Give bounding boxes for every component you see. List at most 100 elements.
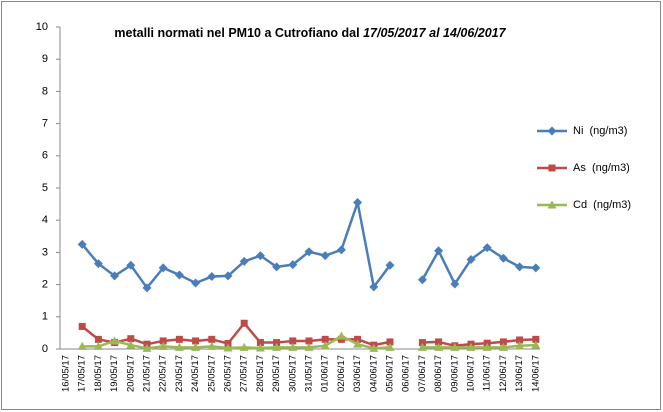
data-point <box>515 341 525 350</box>
data-point <box>255 251 265 261</box>
data-point <box>272 342 282 351</box>
data-point <box>159 337 167 345</box>
x-tick-label: 28/05/17 <box>255 355 266 392</box>
data-point <box>498 253 508 263</box>
data-point <box>224 340 232 348</box>
data-point <box>417 342 427 351</box>
data-point <box>482 342 492 351</box>
data-point <box>126 260 136 270</box>
chart-title: metalli normati nel PM10 a Cutrofiano da… <box>114 26 506 40</box>
data-point <box>353 339 363 348</box>
x-tick-label: 24/05/17 <box>190 355 201 392</box>
data-point <box>77 341 87 350</box>
data-point <box>434 246 444 256</box>
data-point <box>354 335 362 343</box>
data-point <box>174 270 184 280</box>
data-point <box>255 343 265 352</box>
legend-label: Cd (ng/m3) <box>573 199 631 211</box>
data-point <box>94 335 102 343</box>
x-tick-label: 21/05/17 <box>142 355 153 392</box>
data-point <box>434 342 444 351</box>
data-point <box>256 339 264 347</box>
data-point <box>288 342 298 351</box>
y-tick-label: 0 <box>42 343 48 355</box>
x-tick-label: 29/05/17 <box>271 355 282 392</box>
data-point <box>158 341 168 350</box>
legend-label: As (ng/m3) <box>573 162 630 174</box>
data-point <box>305 337 313 345</box>
data-point <box>207 341 217 350</box>
data-point <box>531 340 541 349</box>
x-tick-label: 14/06/17 <box>530 355 541 392</box>
data-point <box>110 336 120 345</box>
data-point <box>93 259 103 269</box>
x-tick-label: 18/05/17 <box>93 355 104 392</box>
x-tick-label: 06/06/17 <box>401 355 412 392</box>
data-point <box>78 322 86 330</box>
data-point <box>516 336 524 344</box>
data-point <box>142 343 152 352</box>
data-point <box>385 342 395 351</box>
data-point <box>450 279 460 289</box>
x-tick-label: 10/06/17 <box>466 355 477 392</box>
x-tick-label: 27/05/17 <box>239 355 250 392</box>
data-point <box>126 340 136 349</box>
data-point <box>240 319 248 327</box>
y-tick-label: 9 <box>42 53 48 65</box>
data-point <box>304 247 314 257</box>
legend-marker <box>547 200 557 209</box>
data-point <box>498 342 508 351</box>
data-point <box>191 278 201 288</box>
x-tick-label: 12/06/17 <box>498 355 509 392</box>
data-point <box>208 335 216 343</box>
data-point <box>417 275 427 285</box>
y-tick-label: 6 <box>42 150 48 162</box>
data-point <box>192 337 200 345</box>
data-point <box>515 262 525 272</box>
x-tick-label: 17/05/17 <box>77 355 88 392</box>
data-point <box>110 271 120 281</box>
data-point <box>532 335 540 343</box>
data-point <box>272 262 282 272</box>
data-point <box>435 338 443 346</box>
data-point <box>369 282 379 292</box>
data-point <box>369 343 379 352</box>
x-tick-label: 26/05/17 <box>223 355 234 392</box>
title-main: metalli normati nel PM10 a Cutrofiano da… <box>114 26 359 40</box>
y-tick-label: 3 <box>42 246 48 258</box>
data-point <box>288 260 298 270</box>
x-tick-label: 03/06/17 <box>352 355 363 392</box>
data-point <box>320 341 330 350</box>
data-point <box>93 341 103 350</box>
x-tick-label: 02/06/17 <box>336 355 347 392</box>
data-point <box>466 254 476 264</box>
data-point <box>353 197 363 207</box>
data-point <box>207 272 217 282</box>
legend-marker <box>547 126 557 136</box>
data-point <box>482 243 492 253</box>
data-point <box>174 342 184 351</box>
data-point <box>531 263 541 273</box>
y-tick-label: 4 <box>42 214 48 226</box>
x-tick-label: 07/06/17 <box>417 355 428 392</box>
y-tick-label: 10 <box>36 21 48 33</box>
data-point <box>142 283 152 293</box>
data-point <box>336 245 346 255</box>
y-tick-label: 5 <box>42 182 48 194</box>
data-point <box>304 342 314 351</box>
data-point <box>320 251 330 261</box>
data-point <box>77 239 87 249</box>
data-point <box>499 338 507 346</box>
data-point <box>239 256 249 266</box>
x-tick-label: 16/05/17 <box>61 355 72 392</box>
x-tick-label: 22/05/17 <box>158 355 169 392</box>
data-point <box>158 263 168 273</box>
x-tick-label: 31/05/17 <box>304 355 315 392</box>
y-tick-label: 1 <box>42 311 48 323</box>
data-point <box>127 335 135 343</box>
data-point <box>386 338 394 346</box>
data-point <box>321 335 329 343</box>
y-tick-label: 2 <box>42 279 48 291</box>
